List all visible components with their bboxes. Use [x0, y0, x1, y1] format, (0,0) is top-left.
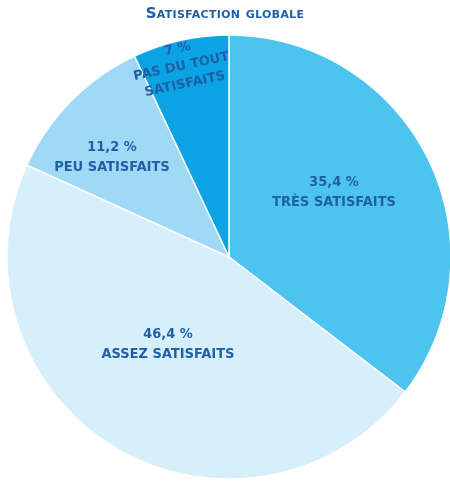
slice-value-peu-satisfaits: 11,2 %: [87, 140, 137, 155]
pie-slice-assez-satisfaits: [6, 164, 407, 480]
slice-value-tres-satisfaits: 35,4 %: [309, 175, 359, 190]
pie-slices: [6, 34, 450, 480]
slice-label-tres-satisfaits: TRÈS SATISFAITS: [272, 194, 396, 210]
pie-slice-tres-satisfaits: [228, 34, 450, 394]
slice-value-pas-du-tout-satisfaits: 7 %: [163, 39, 192, 59]
pie-slice-peu-satisfaits: [25, 55, 231, 259]
chart-title: Satisfaction globale: [145, 4, 305, 22]
slice-label-peu-satisfaits: PEU SATISFAITS: [54, 160, 170, 175]
slice-value-assez-satisfaits: 46,4 %: [143, 327, 193, 342]
pie-slice-pas-du-tout-satisfaits: [133, 34, 230, 258]
slice-label-assez-satisfaits: ASSEZ SATISFAITS: [101, 347, 234, 362]
